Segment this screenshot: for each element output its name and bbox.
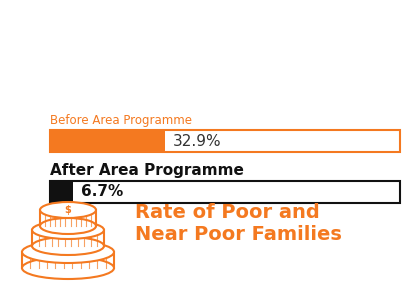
Bar — [50, 181, 400, 203]
Ellipse shape — [40, 202, 96, 218]
Text: Near Poor Families: Near Poor Families — [135, 226, 342, 244]
Text: Before Area Programme: Before Area Programme — [50, 114, 192, 127]
Bar — [50, 181, 74, 203]
Text: Rate of Poor and: Rate of Poor and — [135, 202, 320, 221]
Ellipse shape — [32, 237, 104, 255]
Bar — [22, 252, 114, 268]
Bar — [40, 210, 96, 226]
Text: $: $ — [65, 205, 71, 215]
Bar — [32, 230, 104, 246]
Ellipse shape — [32, 221, 104, 239]
Bar — [50, 130, 400, 152]
Ellipse shape — [40, 218, 96, 234]
Text: 6.7%: 6.7% — [81, 184, 124, 200]
Text: 32.9%: 32.9% — [173, 134, 222, 148]
Ellipse shape — [22, 241, 114, 263]
Bar — [50, 130, 165, 152]
Text: After Area Programme: After Area Programme — [50, 163, 244, 178]
Ellipse shape — [22, 257, 114, 279]
